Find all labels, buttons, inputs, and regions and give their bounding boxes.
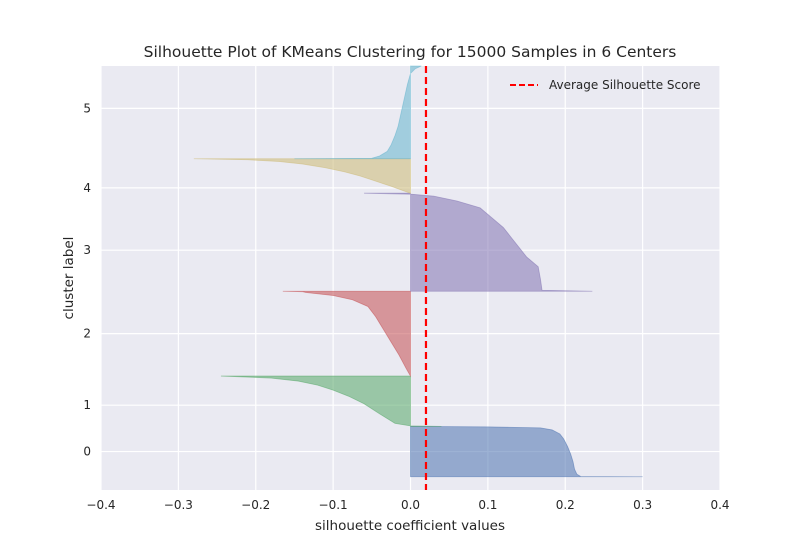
x-axis-title: silhouette coefficient values bbox=[315, 518, 505, 534]
y-tick-label: 3 bbox=[83, 243, 91, 257]
x-tick-label: 0.3 bbox=[633, 498, 652, 512]
x-tick-label: 0.2 bbox=[556, 498, 575, 512]
x-tick-label: −0.2 bbox=[241, 498, 270, 512]
y-tick-label: 2 bbox=[83, 327, 91, 341]
x-tick-labels: −0.4 −0.3 −0.2 −0.1 0.0 0.1 0.2 0.3 0.4 bbox=[86, 498, 729, 512]
x-tick-label: −0.4 bbox=[86, 498, 115, 512]
x-tick-label: 0.4 bbox=[710, 498, 729, 512]
legend: Average Silhouette Score bbox=[510, 78, 701, 92]
y-tick-label: 4 bbox=[83, 181, 91, 195]
chart-title: Silhouette Plot of KMeans Clustering for… bbox=[144, 43, 677, 61]
x-tick-label: 0.1 bbox=[478, 498, 497, 512]
x-tick-label: −0.1 bbox=[319, 498, 348, 512]
cluster-5-area bbox=[294, 65, 422, 160]
y-tick-label: 5 bbox=[83, 101, 91, 115]
x-tick-label: 0.0 bbox=[401, 498, 420, 512]
legend-label: Average Silhouette Score bbox=[549, 78, 701, 92]
x-tick-label: −0.3 bbox=[164, 498, 193, 512]
cluster-2-area bbox=[282, 290, 411, 378]
cluster-0-area bbox=[410, 425, 643, 478]
y-tick-label: 1 bbox=[83, 398, 91, 412]
cluster-1-area bbox=[220, 375, 442, 427]
y-tick-labels: 0 1 2 3 4 5 bbox=[83, 101, 91, 458]
y-tick-label: 0 bbox=[83, 445, 91, 459]
cluster-4-area bbox=[193, 158, 411, 194]
cluster-areas bbox=[193, 65, 643, 478]
cluster-3-area bbox=[364, 192, 593, 292]
y-axis-title: cluster label bbox=[61, 237, 77, 320]
